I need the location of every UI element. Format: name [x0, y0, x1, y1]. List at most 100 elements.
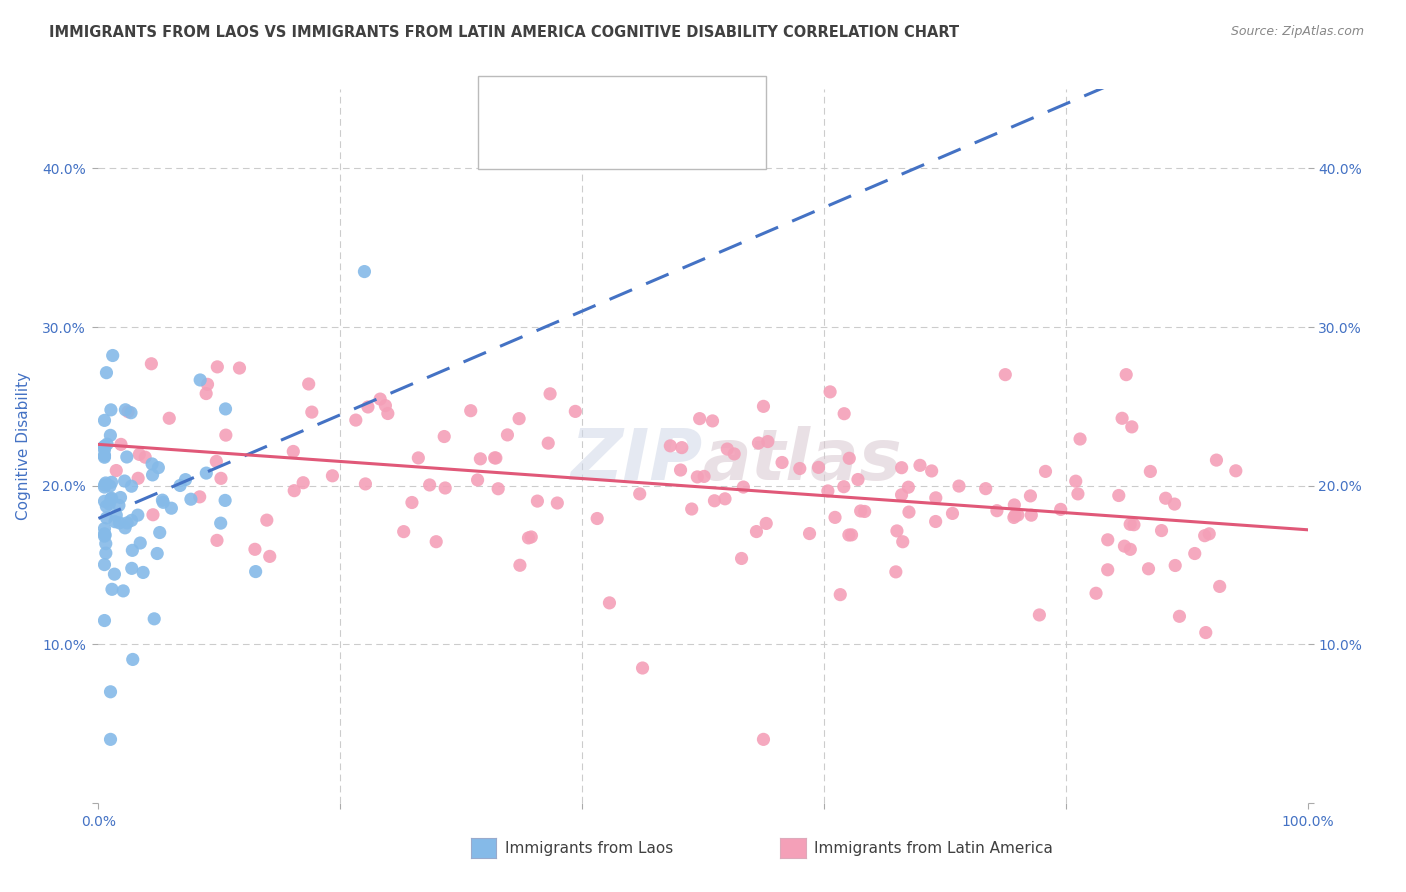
- Point: [93, 529, 115, 543]
- Point: [205, 533, 228, 548]
- Point: [209, 516, 232, 530]
- Point: [157, 411, 180, 425]
- Point: [756, 434, 779, 449]
- Point: [681, 502, 703, 516]
- Point: [631, 661, 654, 675]
- Point: [344, 413, 367, 427]
- Point: [1019, 489, 1042, 503]
- Point: [197, 377, 219, 392]
- Point: [129, 536, 152, 550]
- Point: [121, 513, 143, 527]
- Point: [745, 524, 768, 539]
- Point: [353, 264, 375, 278]
- Point: [486, 482, 509, 496]
- Point: [752, 400, 775, 414]
- Point: [121, 543, 143, 558]
- Point: [686, 470, 709, 484]
- Point: [807, 460, 830, 475]
- Text: atlas: atlas: [703, 425, 903, 495]
- Text: Immigrants from Latin America: Immigrants from Latin America: [814, 841, 1053, 855]
- Point: [392, 524, 415, 539]
- Point: [374, 399, 396, 413]
- Point: [1007, 508, 1029, 522]
- Point: [994, 368, 1017, 382]
- Point: [849, 504, 872, 518]
- Point: [1150, 524, 1173, 538]
- Point: [195, 386, 218, 401]
- Point: [103, 567, 125, 582]
- Text: R = -0.391  N = 149: R = -0.391 N = 149: [541, 130, 710, 148]
- Point: [703, 493, 725, 508]
- Point: [207, 359, 229, 374]
- Point: [941, 507, 963, 521]
- Point: [1168, 609, 1191, 624]
- Point: [94, 475, 117, 490]
- Point: [1028, 607, 1050, 622]
- Point: [100, 732, 122, 747]
- Point: [1119, 517, 1142, 532]
- Point: [1002, 498, 1025, 512]
- Point: [298, 376, 321, 391]
- Point: [96, 366, 118, 380]
- Point: [93, 558, 115, 572]
- Point: [508, 411, 530, 425]
- Point: [714, 491, 737, 506]
- Point: [520, 530, 543, 544]
- Point: [897, 480, 920, 494]
- Point: [120, 406, 142, 420]
- Point: [1108, 488, 1130, 502]
- Point: [1035, 464, 1057, 478]
- Point: [98, 479, 121, 493]
- Point: [433, 429, 456, 443]
- Point: [214, 493, 236, 508]
- Point: [128, 447, 150, 461]
- Point: [209, 471, 232, 485]
- Point: [669, 463, 692, 477]
- Point: [243, 542, 266, 557]
- Point: [824, 510, 846, 524]
- Point: [755, 516, 778, 531]
- Point: [1119, 542, 1142, 557]
- Point: [693, 469, 716, 483]
- Point: [598, 596, 620, 610]
- Point: [121, 561, 143, 575]
- Text: IMMIGRANTS FROM LAOS VS IMMIGRANTS FROM LATIN AMERICA COGNITIVE DISABILITY CORRE: IMMIGRANTS FROM LAOS VS IMMIGRANTS FROM …: [49, 25, 959, 40]
- Point: [368, 392, 391, 406]
- Point: [1139, 465, 1161, 479]
- Point: [152, 495, 174, 509]
- Point: [146, 547, 169, 561]
- Point: [564, 404, 586, 418]
- Point: [283, 483, 305, 498]
- Point: [702, 414, 724, 428]
- Point: [1163, 497, 1185, 511]
- Point: [818, 384, 841, 399]
- Point: [1122, 517, 1144, 532]
- Point: [546, 496, 568, 510]
- Point: [891, 534, 914, 549]
- Point: [1198, 526, 1220, 541]
- Point: [101, 349, 124, 363]
- Point: [96, 500, 118, 514]
- Point: [149, 525, 172, 540]
- Text: R =  0.076   N =  74: R = 0.076 N = 74: [541, 93, 709, 111]
- Point: [1137, 562, 1160, 576]
- Point: [245, 565, 267, 579]
- Point: [890, 488, 912, 502]
- Point: [93, 478, 115, 492]
- Point: [108, 499, 131, 513]
- Point: [114, 521, 136, 535]
- Point: [908, 458, 931, 473]
- Point: [121, 652, 143, 666]
- Point: [484, 450, 506, 465]
- Point: [94, 536, 117, 550]
- Point: [832, 407, 855, 421]
- Point: [1067, 487, 1090, 501]
- Point: [228, 361, 250, 376]
- Point: [586, 511, 609, 525]
- Point: [96, 511, 118, 525]
- Point: [747, 436, 769, 450]
- Point: [832, 480, 855, 494]
- Point: [94, 546, 117, 560]
- Point: [817, 483, 839, 498]
- Point: [974, 482, 997, 496]
